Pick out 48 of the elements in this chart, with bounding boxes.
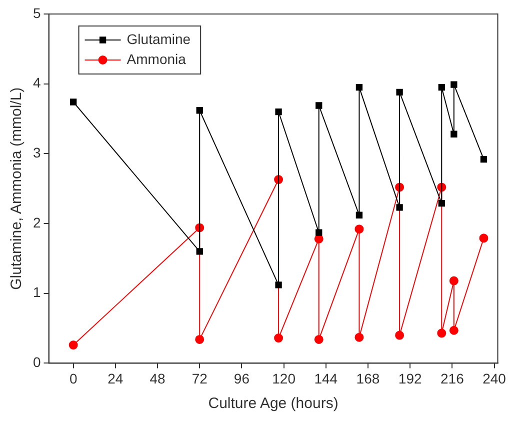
point — [450, 130, 458, 138]
point — [437, 328, 446, 338]
x-tick-label: 0 — [69, 370, 78, 386]
y-tick-label: 0 — [32, 354, 41, 370]
point — [274, 334, 284, 343]
point — [316, 229, 322, 236]
point — [314, 334, 324, 344]
x-axis-title: Culture Age (hours) — [208, 395, 338, 412]
point — [354, 332, 364, 342]
y-tick-label: 1 — [32, 284, 41, 300]
y-tick-label: 5 — [32, 4, 41, 21]
point — [354, 224, 364, 234]
point — [68, 340, 78, 350]
x-tick-label: 120 — [272, 370, 296, 386]
point — [356, 84, 363, 91]
point — [275, 282, 282, 288]
legend-label: Glutamine — [126, 30, 191, 47]
point — [450, 81, 458, 88]
point — [449, 276, 458, 286]
x-tick-label: 48 — [150, 370, 166, 386]
point — [70, 98, 77, 106]
point — [196, 248, 203, 255]
x-tick-label: 144 — [314, 370, 338, 386]
x-tick-label: 96 — [234, 370, 250, 386]
point — [275, 108, 282, 116]
point — [196, 107, 203, 114]
x-tick-label: 192 — [398, 370, 422, 386]
point — [479, 234, 488, 243]
legend-label: Ammonia — [126, 50, 186, 67]
point — [195, 334, 204, 344]
x-tick-label: 240 — [482, 370, 506, 386]
y-tick-label: 3 — [32, 144, 41, 161]
point — [438, 200, 445, 207]
point — [449, 326, 458, 335]
point — [480, 156, 488, 163]
x-tick-label: 72 — [192, 370, 208, 386]
point — [396, 88, 403, 96]
x-tick-label: 216 — [440, 370, 464, 386]
y-axis-title: Glutamine, Ammonia (mmol/L) — [8, 87, 26, 290]
point — [395, 330, 404, 340]
point — [438, 84, 445, 91]
x-tick-label: 168 — [356, 370, 380, 386]
point — [396, 204, 403, 211]
y-tick-label: 4 — [32, 74, 41, 91]
x-tick-label: 24 — [108, 370, 124, 386]
point — [356, 212, 363, 218]
y-tick-label: 2 — [32, 214, 41, 230]
point — [316, 102, 322, 109]
